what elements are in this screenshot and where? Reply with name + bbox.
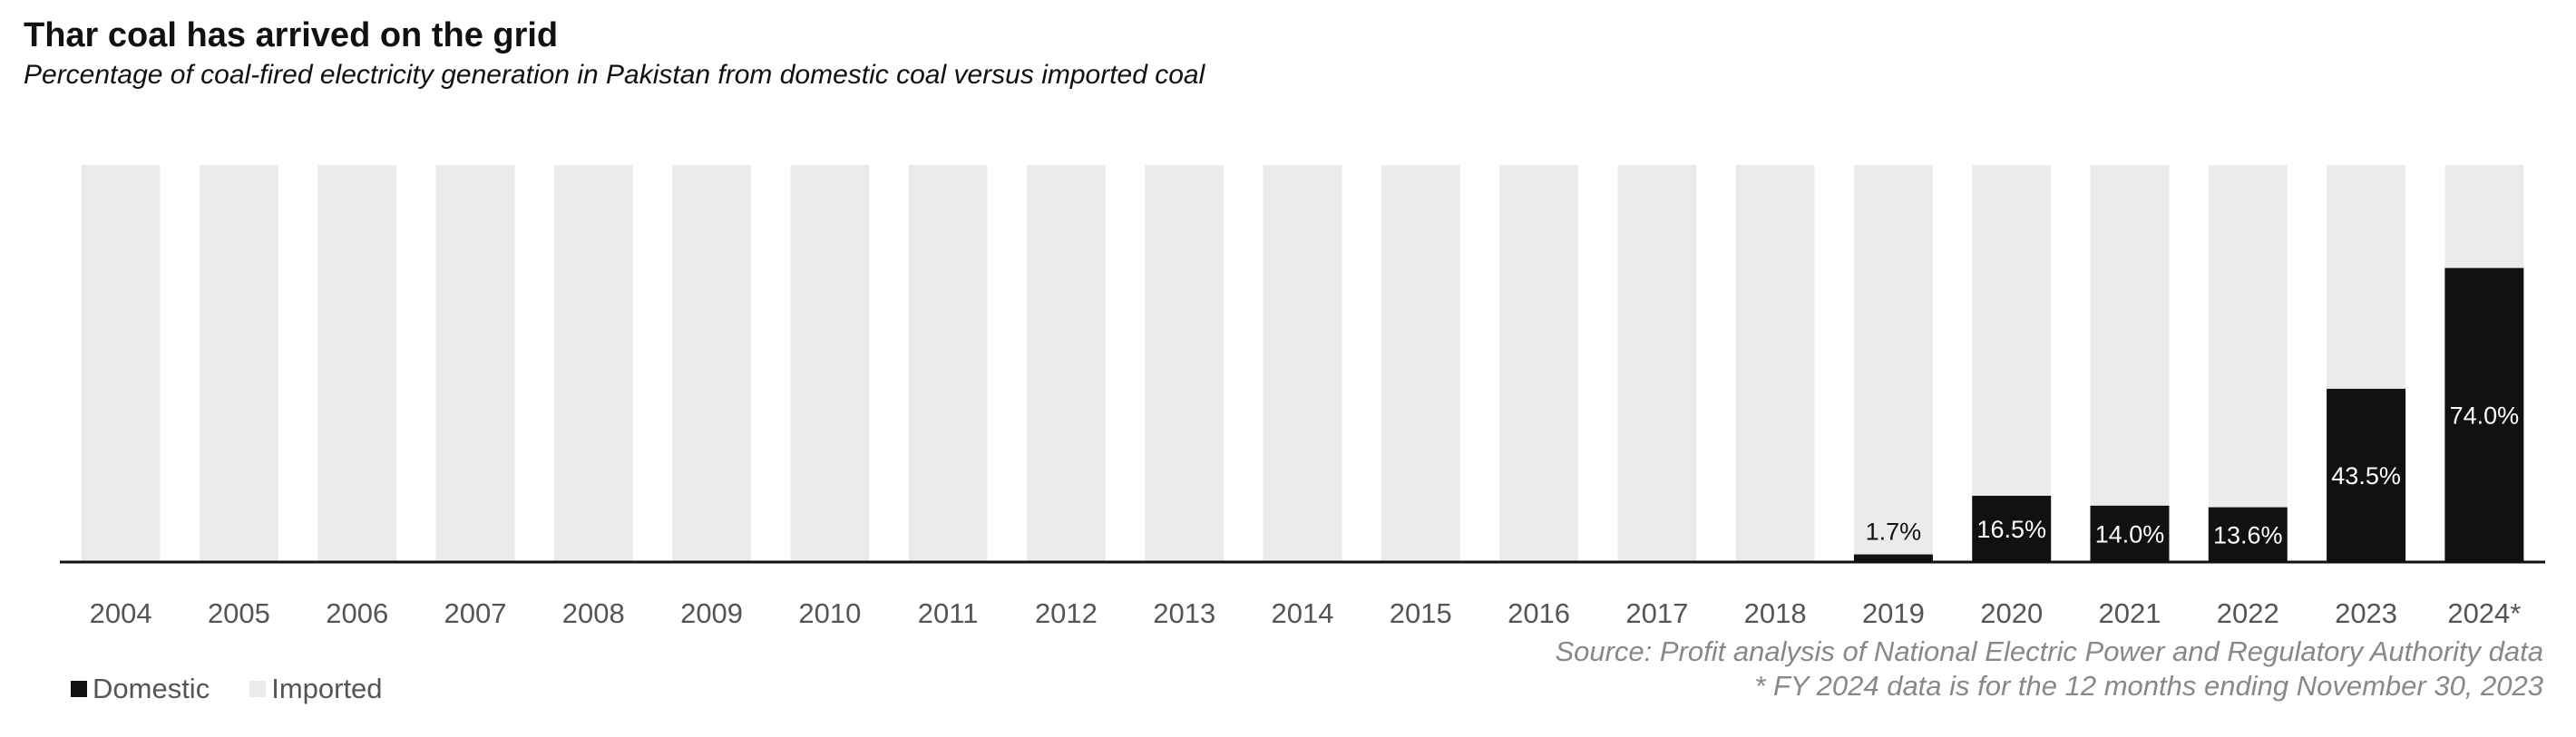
source-note: Source: Profit analysis of National Elec… [1555, 635, 2543, 703]
x-tick-label-2017: 2017 [1625, 597, 1688, 629]
x-tick-label-2024: 2024* [2447, 597, 2521, 629]
bar-imported-2004 [81, 165, 161, 561]
x-tick-label-2012: 2012 [1035, 597, 1098, 629]
x-tick-label-2020: 2020 [1980, 597, 2043, 629]
bar-imported-2011 [908, 165, 988, 561]
chart-title: Thar coal has arrived on the grid [24, 16, 559, 54]
bar-domestic-2019 [1853, 554, 1933, 561]
x-tick-label-2018: 2018 [1744, 597, 1807, 629]
x-tick-label-2011: 2011 [918, 597, 979, 629]
legend-label-domestic: Domestic [93, 673, 210, 704]
bar-imported-2015 [1381, 165, 1460, 561]
x-tick-label-2021: 2021 [2099, 597, 2161, 629]
legend: Domestic Imported [71, 673, 383, 705]
x-tick-label-2013: 2013 [1153, 597, 1215, 629]
legend-label-imported: Imported [271, 673, 383, 704]
data-label-2019: 1.7% [1866, 519, 1922, 546]
data-label-2022: 13.6% [2213, 521, 2283, 548]
x-tick-label-2005: 2005 [208, 597, 270, 629]
x-tick-label-2015: 2015 [1390, 597, 1452, 629]
x-tick-label-2004: 2004 [90, 597, 152, 629]
bar-imported-2018 [1735, 165, 1815, 561]
bar-imported-2019 [1853, 165, 1933, 555]
x-tick-label-2010: 2010 [798, 597, 861, 629]
legend-swatch-imported [249, 681, 267, 697]
bar-imported-2012 [1026, 165, 1106, 561]
bar-domestic-2023 [2327, 388, 2406, 561]
legend-swatch-domestic [71, 681, 87, 697]
bar-imported-2020 [1972, 165, 2052, 496]
x-tick-label-2007: 2007 [444, 597, 507, 629]
x-tick-label-2022: 2022 [2217, 597, 2279, 629]
bar-domestic-2020 [1972, 495, 2052, 561]
source-line: Source: Profit analysis of National Elec… [1555, 635, 2543, 667]
stacked-bar-chart: 2004 2005 2006 2007 2008 2009 2010 2011 2012 2013… [60, 165, 2545, 629]
bar-imported-2013 [1145, 165, 1225, 561]
bar-imported-2023 [2327, 165, 2406, 389]
bar-domestic-2024 [2444, 267, 2524, 561]
bar-imported-2014 [1263, 165, 1342, 561]
bar-imported-2017 [1617, 165, 1697, 561]
bar-imported-2016 [1499, 165, 1579, 561]
bar-imported-2024 [2444, 165, 2524, 268]
x-tick-label-2019: 2019 [1862, 597, 1925, 629]
x-tick-label-2008: 2008 [562, 597, 625, 629]
bar-imported-2005 [199, 165, 278, 561]
bar-imported-2009 [672, 165, 752, 561]
x-tick-label-2023: 2023 [2335, 597, 2397, 629]
legend-item-imported: Imported [249, 673, 383, 705]
legend-item-domestic: Domestic [71, 673, 210, 705]
bar-imported-2022 [2208, 165, 2288, 508]
bar-imported-2008 [553, 165, 633, 561]
data-label-2024: 74.0% [2450, 402, 2520, 429]
bar-imported-2021 [2090, 165, 2170, 506]
x-tick-label-2006: 2006 [326, 597, 388, 629]
x-tick-label-2016: 2016 [1508, 597, 1570, 629]
bar-imported-2006 [317, 165, 397, 561]
bar-domestic-2021 [2090, 505, 2170, 561]
chart-subtitle: Percentage of coal-fired electricity gen… [24, 60, 1205, 90]
bar-imported-2007 [435, 165, 515, 561]
x-tick-label-2009: 2009 [680, 597, 743, 629]
data-label-2020: 16.5% [1976, 516, 2046, 543]
bar-imported-2010 [790, 165, 870, 561]
bar-domestic-2022 [2208, 507, 2288, 561]
data-label-2023: 43.5% [2331, 462, 2401, 490]
x-tick-label-2014: 2014 [1272, 597, 1334, 629]
footnote-line: * FY 2024 data is for the 12 months endi… [1754, 670, 2543, 702]
data-label-2021: 14.0% [2095, 520, 2165, 548]
